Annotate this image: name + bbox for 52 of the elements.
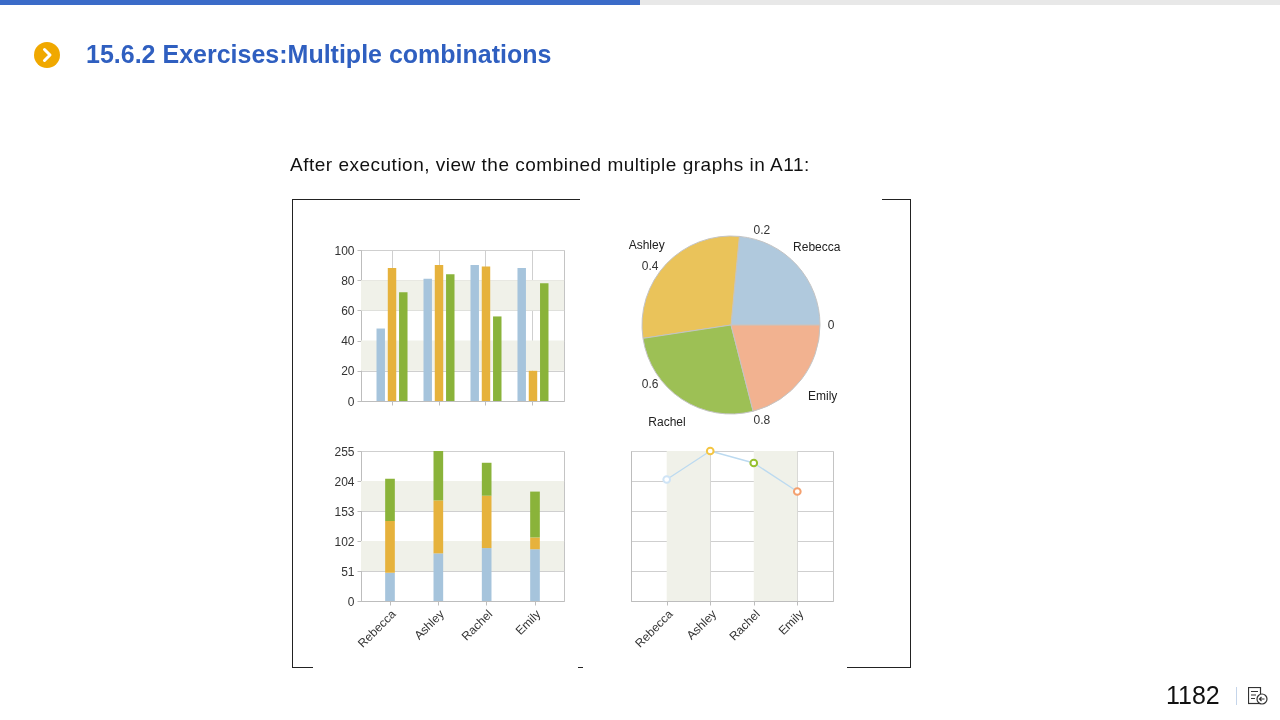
bar <box>387 268 397 401</box>
y-tick-label: 60 <box>341 303 355 318</box>
bar <box>530 537 540 550</box>
bar <box>481 266 491 401</box>
slice-label: Emily <box>807 389 838 404</box>
bar <box>540 283 549 401</box>
y-tick-label: 102 <box>334 534 355 549</box>
chart-title: 15.6.2 Exercises:Multiple combinations <box>86 39 552 69</box>
y-tick-label: 0 <box>347 394 355 409</box>
slice-label: Rachel <box>648 414 686 429</box>
y-tick-label: 153 <box>334 504 355 519</box>
bar <box>493 316 502 401</box>
text: 0.8 <box>753 413 771 428</box>
y-tick-label: 40 <box>341 334 355 349</box>
y-tick-label: 255 <box>334 444 355 459</box>
bar <box>446 274 455 401</box>
bar <box>470 265 479 401</box>
bar <box>528 370 538 401</box>
bar <box>530 491 540 538</box>
bar <box>376 328 385 401</box>
point <box>792 487 802 496</box>
bar <box>481 462 492 496</box>
text: 1182 <box>1166 680 1220 710</box>
point <box>749 458 759 468</box>
bar <box>517 268 526 401</box>
y-tick-label: 204 <box>334 474 355 489</box>
bar <box>433 451 444 501</box>
y-tick-label: 20 <box>341 364 355 379</box>
bar <box>385 478 395 521</box>
bar <box>530 549 540 601</box>
bar <box>399 292 408 401</box>
slice-label: Ashley <box>628 238 665 253</box>
bar <box>481 548 492 601</box>
slice-label: Rebecca <box>793 239 841 254</box>
bar <box>481 495 492 549</box>
bar <box>385 521 395 573</box>
text: 0.6 <box>641 376 659 391</box>
text: 0 <box>827 318 835 332</box>
text: 0.2 <box>753 222 771 237</box>
bar <box>423 278 432 401</box>
y-tick-label: 80 <box>341 273 355 288</box>
point <box>662 475 672 484</box>
bar <box>433 500 444 554</box>
chart-subtitle: After execution, view the combined multiple graphs in A11: <box>290 153 810 177</box>
y-tick-label: 51 <box>341 564 355 579</box>
bar <box>434 265 444 401</box>
y-tick-label: 0 <box>347 594 355 609</box>
y-tick-label: 100 <box>334 243 355 258</box>
bar <box>385 572 395 601</box>
bar <box>433 553 444 601</box>
point <box>705 446 715 456</box>
text: 0.4 <box>641 259 659 274</box>
